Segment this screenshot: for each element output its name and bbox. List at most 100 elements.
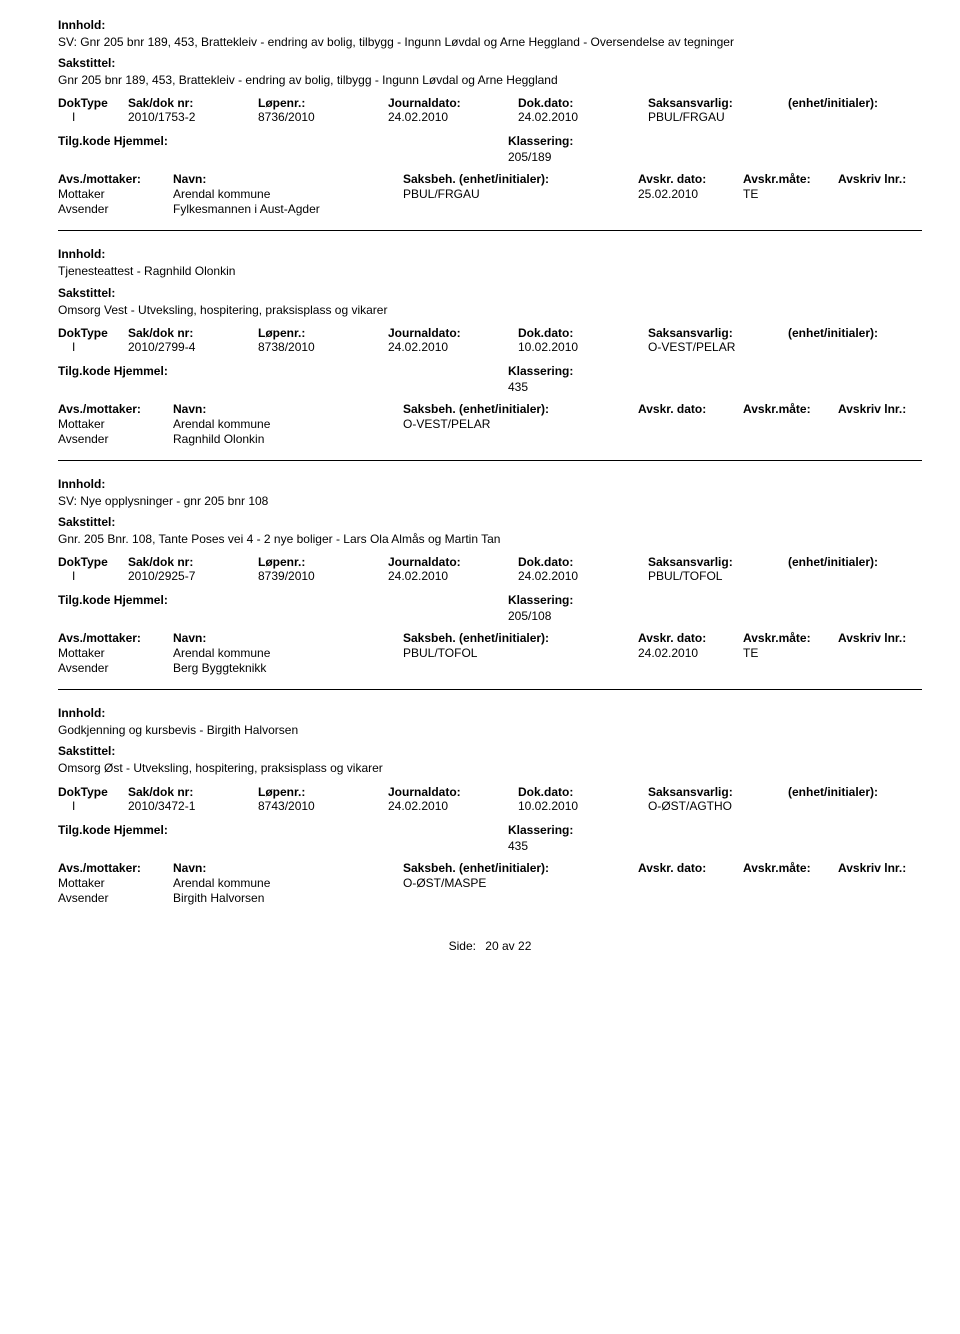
- klassering-label: Klassering:: [508, 593, 922, 607]
- doc-header-row: DokTypeSak/dok nr:Løpenr.:Journaldato:Do…: [58, 555, 922, 569]
- hdr-doktype: DokType: [58, 326, 128, 340]
- val-doktype: I: [58, 110, 128, 124]
- hdr-dokdato: Dok.dato:: [518, 555, 648, 569]
- record-separator: [58, 689, 922, 690]
- hdr-journaldato: Journaldato:: [388, 96, 518, 110]
- hdr-lopenr: Løpenr.:: [258, 96, 388, 110]
- party-row: MottakerArendal kommunePBUL/TOFOL24.02.2…: [58, 646, 922, 660]
- party-role: Avsender: [58, 891, 173, 905]
- party-name: Arendal kommune: [173, 876, 403, 890]
- sakstittel-label: Sakstittel:: [58, 744, 922, 758]
- party-saksbeh: [403, 202, 638, 216]
- hdr-avskr-mate: Avskr.måte:: [743, 172, 838, 186]
- doc-value-row: I2010/3472-18743/201024.02.201010.02.201…: [58, 799, 922, 813]
- hjemmel-label: Hjemmel:: [114, 134, 168, 148]
- val-journaldato: 24.02.2010: [388, 799, 518, 813]
- klassering-label: Klassering:: [508, 364, 922, 378]
- hdr-avskr-mate: Avskr.måte:: [743, 861, 838, 875]
- party-name: Arendal kommune: [173, 417, 403, 431]
- hdr-sakdok: Sak/dok nr:: [128, 96, 258, 110]
- hdr-navn: Navn:: [173, 402, 403, 416]
- party-name: Arendal kommune: [173, 187, 403, 201]
- hdr-avskr-dato: Avskr. dato:: [638, 172, 743, 186]
- party-role: Mottaker: [58, 876, 173, 890]
- hdr-saksbeh: Saksbeh. (enhet/initialer):: [403, 861, 638, 875]
- footer-page: 20: [485, 939, 498, 953]
- tilgkode-label: Tilg.kode: [58, 593, 114, 607]
- val-journaldato: 24.02.2010: [388, 340, 518, 354]
- val-doktype: I: [58, 799, 128, 813]
- journal-record: Innhold:SV: Gnr 205 bnr 189, 453, Bratte…: [58, 18, 922, 216]
- hdr-enhet: (enhet/initialer):: [788, 326, 922, 340]
- klassering-value: 435: [508, 837, 922, 853]
- party-name: Birgith Halvorsen: [173, 891, 403, 905]
- party-avskr-mate: [743, 661, 922, 675]
- hdr-saksbeh: Saksbeh. (enhet/initialer):: [403, 631, 638, 645]
- innhold-label: Innhold:: [58, 477, 922, 491]
- party-saksbeh: [403, 432, 638, 446]
- doc-header-row: DokTypeSak/dok nr:Løpenr.:Journaldato:Do…: [58, 326, 922, 340]
- val-saksansvarlig: PBUL/FRGAU: [648, 110, 788, 124]
- tilg-klass-row: Tilg.kode Hjemmel:Klassering:205/108: [58, 593, 922, 623]
- footer-total: 22: [518, 939, 531, 953]
- party-role: Avsender: [58, 432, 173, 446]
- sakstittel-label: Sakstittel:: [58, 286, 922, 300]
- hdr-saksansvarlig: Saksansvarlig:: [648, 96, 788, 110]
- klassering-label: Klassering:: [508, 134, 922, 148]
- party-name: Fylkesmannen i Aust-Agder: [173, 202, 403, 216]
- hdr-doktype: DokType: [58, 96, 128, 110]
- party-row: AvsenderBirgith Halvorsen: [58, 891, 922, 905]
- val-doktype: I: [58, 340, 128, 354]
- val-lopenr: 8736/2010: [258, 110, 388, 124]
- sakstittel-text: Gnr. 205 Bnr. 108, Tante Poses vei 4 - 2…: [58, 531, 922, 547]
- hdr-dokdato: Dok.dato:: [518, 326, 648, 340]
- hdr-enhet: (enhet/initialer):: [788, 555, 922, 569]
- sakstittel-label: Sakstittel:: [58, 56, 922, 70]
- val-saksansvarlig: O-ØST/AGTHO: [648, 799, 788, 813]
- val-dokdato: 10.02.2010: [518, 340, 648, 354]
- val-enhet: [788, 340, 922, 354]
- tilg-klass-row: Tilg.kode Hjemmel:Klassering:435: [58, 823, 922, 853]
- party-avskr-mate: TE: [743, 187, 922, 201]
- tilgkode-label: Tilg.kode: [58, 134, 114, 148]
- val-sakdok: 2010/1753-2: [128, 110, 258, 124]
- sakstittel-label: Sakstittel:: [58, 515, 922, 529]
- party-avskr-dato: [638, 417, 743, 431]
- hdr-avsmottaker: Avs./mottaker:: [58, 402, 173, 416]
- party-avskr-mate: TE: [743, 646, 922, 660]
- party-row: MottakerArendal kommuneO-ØST/MASPE: [58, 876, 922, 890]
- party-avskr-mate: [743, 202, 922, 216]
- val-saksansvarlig: PBUL/TOFOL: [648, 569, 788, 583]
- party-name: Ragnhild Olonkin: [173, 432, 403, 446]
- innhold-text: Godkjenning og kursbevis - Birgith Halvo…: [58, 722, 922, 738]
- val-journaldato: 24.02.2010: [388, 110, 518, 124]
- party-row: MottakerArendal kommunePBUL/FRGAU25.02.2…: [58, 187, 922, 201]
- val-enhet: [788, 110, 922, 124]
- party-avskr-dato: [638, 876, 743, 890]
- party-avskr-dato: [638, 202, 743, 216]
- val-sakdok: 2010/2799-4: [128, 340, 258, 354]
- val-enhet: [788, 569, 922, 583]
- hdr-avskr-mate: Avskr.måte:: [743, 631, 838, 645]
- hdr-sakdok: Sak/dok nr:: [128, 555, 258, 569]
- innhold-text: SV: Nye opplysninger - gnr 205 bnr 108: [58, 493, 922, 509]
- hdr-lopenr: Løpenr.:: [258, 326, 388, 340]
- val-lopenr: 8743/2010: [258, 799, 388, 813]
- party-role: Mottaker: [58, 646, 173, 660]
- hdr-navn: Navn:: [173, 631, 403, 645]
- record-separator: [58, 230, 922, 231]
- hdr-avsmottaker: Avs./mottaker:: [58, 172, 173, 186]
- val-dokdato: 24.02.2010: [518, 110, 648, 124]
- hjemmel-label: Hjemmel:: [114, 364, 168, 378]
- hdr-avskr-dato: Avskr. dato:: [638, 402, 743, 416]
- document-body: Innhold:SV: Gnr 205 bnr 189, 453, Bratte…: [58, 18, 922, 905]
- hdr-lopenr: Løpenr.:: [258, 785, 388, 799]
- hdr-doktype: DokType: [58, 785, 128, 799]
- hdr-saksbeh: Saksbeh. (enhet/initialer):: [403, 172, 638, 186]
- hdr-journaldato: Journaldato:: [388, 326, 518, 340]
- party-role: Mottaker: [58, 417, 173, 431]
- doc-value-row: I2010/2799-48738/201024.02.201010.02.201…: [58, 340, 922, 354]
- party-avskr-dato: [638, 891, 743, 905]
- klassering-value: 205/189: [508, 148, 922, 164]
- party-avskr-dato: [638, 432, 743, 446]
